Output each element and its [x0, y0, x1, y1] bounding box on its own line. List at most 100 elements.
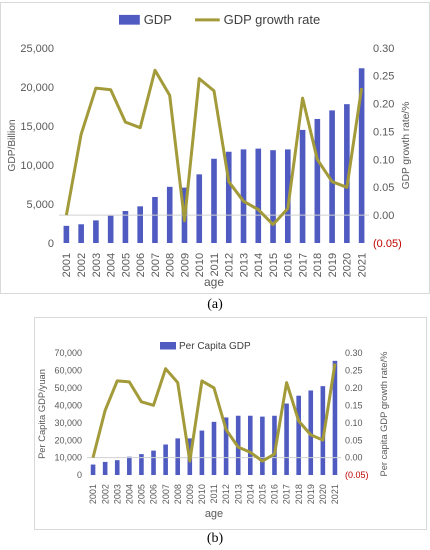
bar: [93, 220, 99, 243]
bar: [255, 148, 262, 243]
bar: [240, 149, 247, 243]
left-axis-tick: 40,000: [54, 400, 82, 410]
bar: [152, 196, 158, 243]
right-axis-tick: 0.10: [345, 418, 363, 428]
bar: [196, 174, 203, 243]
left-axis-tick: 25,000: [20, 43, 54, 55]
bar: [332, 360, 338, 475]
bar: [296, 395, 301, 475]
bar: [127, 456, 132, 475]
right-axis-tick: 0.25: [373, 71, 394, 83]
growth-rate-line: [64, 68, 364, 227]
x-axis-title: age: [204, 275, 224, 289]
bar: [329, 110, 335, 244]
bar: [139, 454, 144, 475]
x-tick-label: 2018: [294, 484, 304, 504]
right-axis-tick: 0.25: [345, 366, 363, 376]
bar: [260, 416, 265, 475]
x-tick-label: 2006: [135, 253, 147, 277]
bar: [358, 68, 365, 243]
x-tick-label: 2013: [238, 253, 250, 277]
legend-bar-swatch: [160, 342, 176, 350]
legend-bar-label: Per Capita GDP: [179, 341, 251, 352]
right-axis-tick: 0.00: [373, 210, 394, 222]
x-tick-label: 2014: [253, 253, 265, 277]
x-tick-label: 2016: [270, 484, 280, 504]
bar: [90, 464, 96, 475]
chart-panel-a: GDP GDP growth rate 0 5,000 10,000 15,000 20,0…: [0, 2, 430, 294]
bar: [247, 415, 253, 475]
bar: [114, 460, 120, 475]
x-tick-label: 2007: [150, 253, 162, 277]
bar: [344, 104, 350, 243]
right-axis-tick: 0.00: [345, 453, 363, 463]
right-axis-tick: (0.05): [373, 238, 402, 250]
x-tick-label: 2020: [318, 484, 328, 504]
x-tick-label: 2012: [224, 253, 236, 277]
left-axis-tick: 10,000: [54, 453, 82, 463]
x-tick-label: 2010: [197, 484, 207, 504]
x-tick-label: 2004: [124, 484, 134, 504]
x-tick-label: 2006: [149, 484, 159, 504]
x-tick-label: 2019: [306, 484, 316, 504]
y2-axis-title: GDP growth rate/%: [401, 102, 412, 190]
right-axis-tick: (0.05): [345, 470, 369, 480]
left-axis-tick: 0: [77, 470, 82, 480]
legend-line-label: GDP growth rate: [224, 12, 321, 27]
x-tick-label: 2021: [330, 484, 340, 504]
bar: [78, 224, 84, 243]
left-axis-tick: 5,000: [26, 199, 54, 211]
right-axis-tick: 0.10: [373, 154, 394, 166]
bar: [284, 403, 289, 475]
right-axis-tick: 0.15: [345, 400, 363, 410]
x-tick-label: 2012: [221, 484, 231, 504]
left-axis-tick: 20,000: [20, 82, 54, 94]
x-tick-label: 2003: [91, 253, 103, 277]
caption-a: (a): [207, 297, 223, 312]
bar: [107, 215, 114, 243]
left-axis-tick: 60,000: [54, 366, 82, 376]
right-axis-tick: 0.20: [345, 383, 363, 393]
left-axis-tick: 50,000: [54, 383, 82, 393]
legend-bar-swatch: [119, 14, 140, 25]
legend-bar-label: GDP: [144, 12, 172, 27]
x-tick-label: 2021: [356, 253, 368, 277]
x-tick-label: 2002: [100, 484, 110, 504]
x-tick-label: 2009: [185, 484, 195, 504]
caption-b: (b): [206, 531, 224, 546]
left-axis-tick: 20,000: [54, 435, 82, 445]
chart-panel-b: Per Capita GDP 0 10,000 20,000 30,000 40,000 5…: [34, 317, 427, 530]
x-tick-label: 2001: [61, 253, 73, 277]
x-tick-label: 2008: [173, 484, 183, 504]
x-tick-label: 2008: [165, 253, 177, 277]
per-capita-gdp-chart: Per Capita GDP 0 10,000 20,000 30,000 40,000 5…: [37, 341, 389, 520]
bar: [211, 158, 217, 243]
bar: [63, 225, 70, 243]
x-tick-label: 2011: [209, 484, 219, 503]
y-axis-title: Per Capita GDP/yuan: [37, 369, 47, 459]
x-tick-label: 2001: [88, 484, 98, 504]
gdp-chart: GDP GDP growth rate 0 5,000 10,000 15,000 20,0…: [7, 12, 412, 289]
right-axis-tick: 0.05: [345, 435, 363, 445]
bar: [211, 421, 217, 475]
x-tick-label: 2004: [106, 253, 118, 277]
right-axis-tick: 0.30: [345, 348, 363, 358]
bar: [122, 211, 129, 243]
bar: [175, 438, 181, 475]
x-tick-label: 2017: [282, 484, 292, 504]
x-tick-label: 2005: [137, 484, 147, 504]
left-axis-tick: 0: [48, 238, 54, 250]
right-axis-tick: 0.20: [373, 99, 394, 111]
x-tick-label: 2007: [161, 484, 171, 504]
x-axis-title: age: [205, 508, 223, 520]
bar: [199, 430, 205, 475]
bar: [163, 444, 168, 475]
left-axis-tick: 30,000: [54, 418, 82, 428]
bar: [285, 149, 291, 243]
x-tick-label: 2020: [342, 253, 354, 277]
x-tick-label: 2018: [312, 253, 324, 277]
bar: [314, 118, 321, 243]
x-tick-label: 2014: [245, 484, 255, 504]
bar: [102, 461, 108, 475]
bar: [223, 417, 229, 475]
